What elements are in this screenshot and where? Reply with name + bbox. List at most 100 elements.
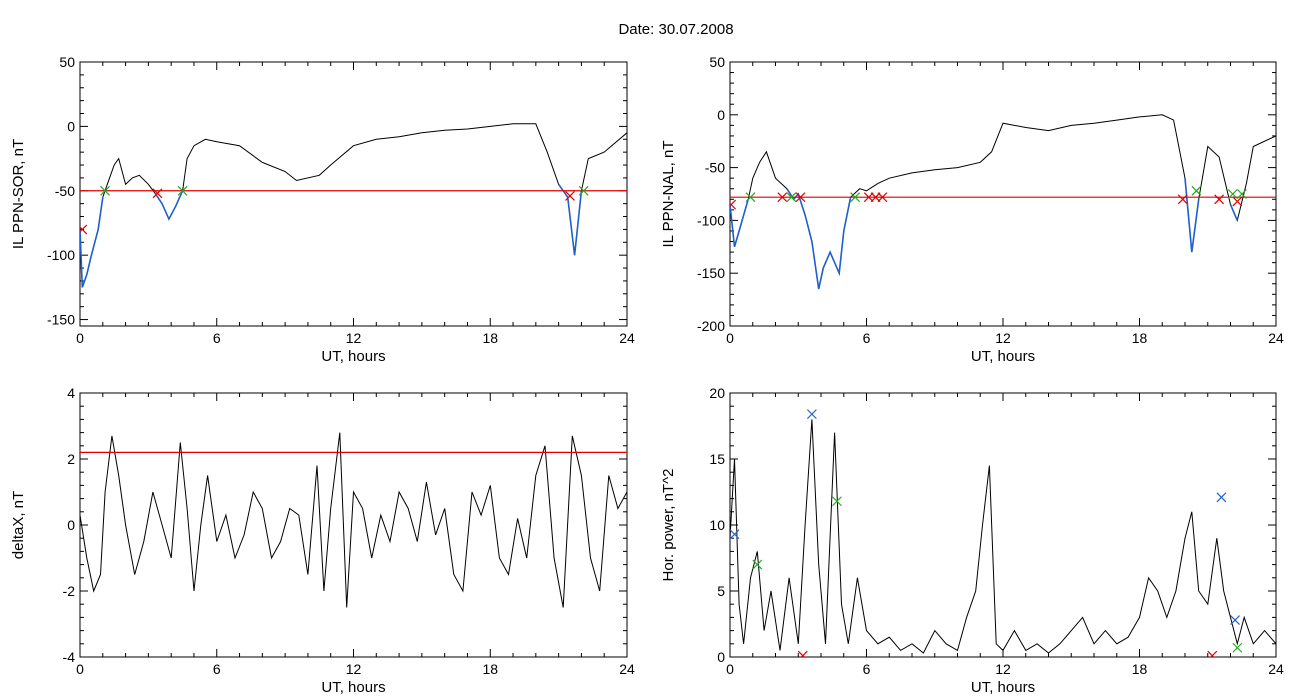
y-axis-label: IL PPN-SOR, nT: [10, 139, 27, 249]
marker-green: [832, 496, 842, 507]
y-axis-label: Hor. power, nT^2: [660, 469, 677, 582]
series-line: [730, 419, 1276, 654]
series-line: [80, 432, 627, 608]
y-tick-label: 4: [67, 385, 75, 401]
marker-red: [1214, 194, 1225, 205]
y-tick-label: -150: [697, 265, 725, 281]
x-tick-label: 24: [619, 330, 635, 346]
page-title: Date: 30.07.2008: [618, 21, 733, 38]
x-tick-label: 18: [1132, 330, 1148, 346]
x-tick-label: 12: [346, 661, 362, 677]
y-tick-label: -50: [55, 183, 75, 199]
marker-green: [850, 192, 861, 203]
y-tick-label: -50: [705, 160, 725, 176]
marker-red: [877, 192, 888, 203]
series-line: [730, 114, 1276, 290]
y-tick-label: 50: [59, 54, 75, 70]
marker-red: [777, 192, 788, 203]
x-tick-label: 0: [726, 661, 734, 677]
highlight-segment: [557, 183, 583, 256]
marker-green: [1227, 189, 1238, 199]
x-tick-label: 18: [1132, 661, 1148, 677]
marker-red: [1232, 196, 1243, 207]
x-tick-label: 24: [619, 661, 635, 677]
marker-green: [100, 185, 110, 196]
marker-red: [730, 199, 737, 210]
marker-blue: [730, 529, 740, 540]
x-tick-label: 6: [863, 330, 871, 346]
y-tick-label: 5: [717, 583, 725, 599]
x-tick-label: 6: [863, 661, 871, 677]
y-axis-label: IL PPN-NAL, nT: [660, 141, 677, 248]
x-axis-label: UT, hours: [321, 679, 385, 696]
y-tick-label: 10: [709, 517, 725, 533]
x-axis-label: UT, hours: [971, 348, 1035, 365]
marker-red: [1207, 650, 1218, 657]
marker-red: [152, 188, 163, 199]
highlight-segment: [730, 199, 749, 248]
marker-green: [752, 559, 763, 570]
x-tick-label: 24: [1268, 661, 1284, 677]
panel-ppn-sor: UT, hours IL PPN-SOR, nT 0 6 12 18 24 -150 -10…: [10, 54, 635, 365]
plot-area: [80, 123, 627, 288]
panel-hor-power: UT, hours Hor. power, nT^2 0 6 12 18 24 0 5 10 1…: [660, 385, 1284, 696]
x-tick-label: 0: [76, 330, 84, 346]
marker-red: [795, 192, 806, 203]
marker-green: [1232, 642, 1243, 653]
y-tick-label: 50: [709, 54, 725, 70]
y-tick-label: 20: [709, 385, 725, 401]
y-tick-label: 15: [709, 451, 725, 467]
x-tick-label: 18: [482, 661, 498, 677]
plot-area: [730, 114, 1276, 290]
x-tick-label: 12: [346, 330, 362, 346]
y-axis-label: deltaX, nT: [10, 491, 27, 559]
x-tick-label: 6: [213, 330, 221, 346]
y-tick-label: -200: [697, 318, 725, 334]
marker-blue: [1216, 492, 1227, 503]
marker-green: [786, 192, 797, 203]
x-axis-label: UT, hours: [971, 679, 1035, 696]
plot-area: [730, 409, 1276, 657]
marker-green: [1191, 185, 1202, 196]
x-tick-label: 0: [76, 661, 84, 677]
y-tick-label: -100: [47, 247, 75, 263]
highlight-segment: [80, 197, 104, 288]
highlight-segment: [1184, 178, 1200, 253]
marker-blue: [1230, 615, 1240, 625]
x-tick-label: 0: [726, 330, 734, 346]
marker-red: [80, 224, 88, 235]
highlight-segment: [154, 190, 184, 221]
highlight-segment: [1229, 204, 1239, 221]
marker-green: [745, 192, 756, 203]
y-tick-label: -150: [47, 312, 75, 328]
x-tick-label: 18: [482, 330, 498, 346]
marker-blue: [806, 409, 817, 420]
y-tick-label: 0: [67, 517, 75, 533]
x-tick-label: 12: [995, 330, 1011, 346]
marker-red: [797, 650, 808, 657]
plot-frame: [729, 392, 1277, 658]
marker-green: [177, 185, 188, 196]
y-tick-label: 0: [67, 118, 75, 134]
series-line: [80, 123, 627, 288]
plot-frame: [729, 61, 1277, 327]
marker-green: [1236, 189, 1247, 199]
marker-red: [565, 191, 575, 201]
marker-green: [578, 185, 589, 196]
x-tick-label: 12: [995, 661, 1011, 677]
y-tick-label: 0: [717, 107, 725, 123]
y-tick-label: -4: [63, 649, 76, 665]
x-axis-label: UT, hours: [321, 348, 385, 365]
panel-ppn-nal: UT, hours IL PPN-NAL, nT 0 6 12 18 24 -200 -15…: [660, 54, 1284, 365]
highlight-segment: [786, 188, 852, 290]
plot-area: [80, 432, 627, 608]
y-tick-label: 0: [717, 649, 725, 665]
plot-frame: [79, 61, 628, 327]
x-tick-label: 6: [213, 661, 221, 677]
marker-red: [1177, 194, 1188, 205]
y-tick-label: -2: [63, 583, 76, 599]
y-tick-label: 2: [67, 451, 75, 467]
y-tick-label: -100: [697, 212, 725, 228]
